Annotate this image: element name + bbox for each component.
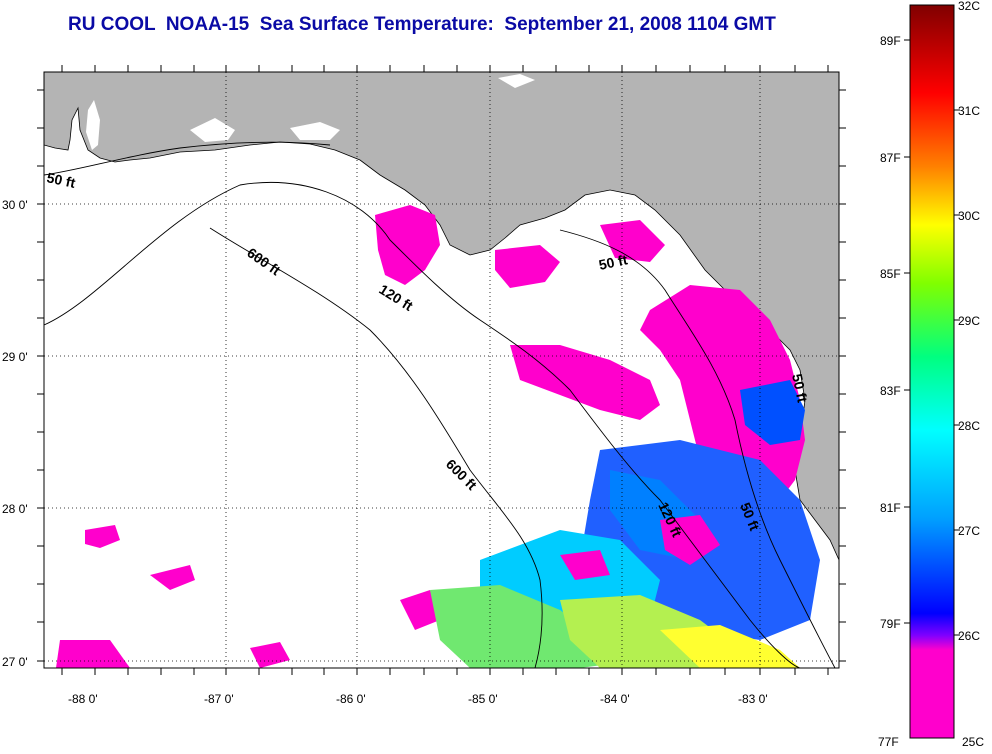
sst-patch-magenta	[375, 205, 440, 285]
sst-patch-magenta	[640, 285, 805, 505]
map-frame	[43, 71, 840, 669]
latitude-labels: 30 0' 29 0' 28 0' 27 0'	[2, 198, 28, 669]
colorbar-ticks	[904, 39, 960, 636]
isobath-50ft-east	[559, 229, 836, 668]
sst-patch-magenta	[600, 220, 665, 262]
sst-patch-magenta	[495, 245, 560, 288]
lon-label: -83 0'	[738, 692, 768, 706]
fahrenheit-labels: 89F 87F 85F 83F 81F 79F 77F	[878, 34, 901, 749]
isobath-label: 50 ft	[45, 169, 77, 191]
colorbar-gradient	[909, 4, 955, 739]
celsius-label: 32C	[958, 0, 980, 13]
lon-label: -84 0'	[600, 692, 630, 706]
isobath-600ft	[209, 227, 543, 668]
fahrenheit-label: 79F	[880, 617, 901, 631]
fahrenheit-label: 85F	[880, 267, 901, 281]
sst-patch-blue	[740, 380, 805, 445]
sst-patch-magenta	[510, 345, 660, 420]
celsius-label: 31C	[958, 104, 980, 118]
land-mass	[44, 72, 839, 561]
sst-patch-magenta	[150, 565, 195, 590]
fahrenheit-label: 81F	[880, 501, 901, 515]
isobaths	[44, 141, 836, 668]
celsius-label: 29C	[958, 314, 980, 328]
sst-patch-yellow	[660, 625, 800, 668]
lon-label: -85 0'	[468, 692, 498, 706]
bay-water	[498, 74, 535, 88]
lon-label: -87 0'	[204, 692, 234, 706]
isobath-120ft	[44, 182, 801, 668]
isobath-label: 50 ft	[789, 372, 811, 404]
celsius-label: 25C	[962, 735, 984, 749]
lat-label: 30 0'	[2, 198, 28, 212]
isobath-label: 50 ft	[597, 251, 629, 273]
celsius-labels: 32C 31C 30C 29C 28C 27C 26C 25C	[958, 0, 984, 749]
longitude-labels: -88 0' -87 0' -86 0' -85 0' -84 0' -83 0…	[68, 692, 768, 706]
lon-label: -88 0'	[68, 692, 98, 706]
graticule	[44, 72, 839, 668]
isobath-50ft-west	[44, 141, 331, 176]
lon-label: -86 0'	[336, 692, 366, 706]
sst-patch-magenta	[56, 640, 130, 668]
fahrenheit-label: 89F	[880, 34, 901, 48]
fahrenheit-label: 87F	[880, 151, 901, 165]
sst-patches	[56, 205, 820, 668]
celsius-label: 26C	[958, 629, 980, 643]
lat-label: 27 0'	[2, 655, 28, 669]
fahrenheit-label: 77F	[878, 735, 899, 749]
sst-patch-magenta	[85, 525, 120, 548]
chart-title: RU COOL NOAA-15 Sea Surface Temperature:…	[68, 14, 776, 35]
lat-label: 29 0'	[2, 350, 28, 364]
axis-ticks	[37, 65, 846, 675]
celsius-label: 28C	[958, 419, 980, 433]
fahrenheit-label: 83F	[880, 384, 901, 398]
celsius-label: 27C	[958, 524, 980, 538]
sst-patch-magenta	[560, 550, 610, 580]
celsius-label: 30C	[958, 209, 980, 223]
bay-water	[290, 122, 340, 140]
sst-patch-magenta	[250, 642, 290, 668]
bay-water	[190, 118, 235, 142]
bay-water	[86, 100, 100, 150]
lat-label: 28 0'	[2, 502, 28, 516]
sst-patch-magenta	[400, 590, 440, 630]
